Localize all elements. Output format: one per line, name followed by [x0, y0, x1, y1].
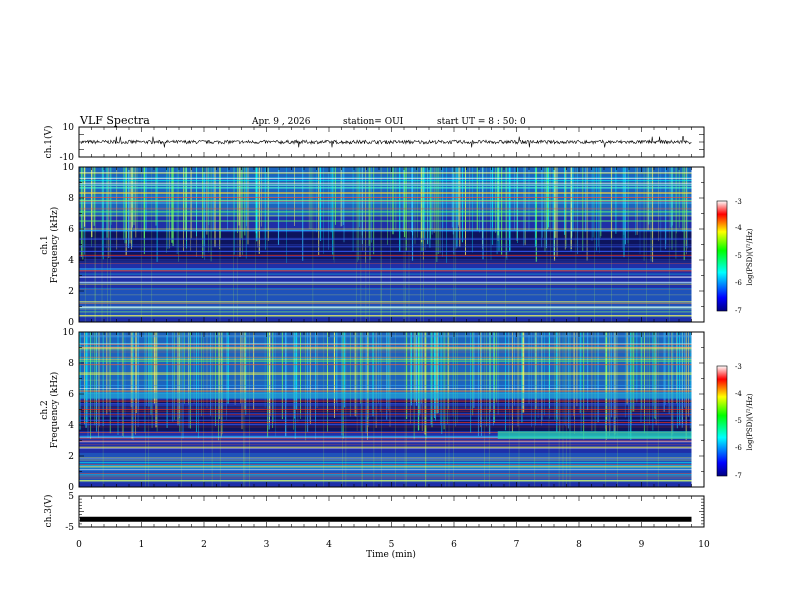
ch3-waveform-ticks: [78, 495, 705, 528]
frequency-tick-label: 2: [68, 452, 74, 462]
time-tick-label: 9: [639, 540, 645, 550]
ch1-waveform-ticks: [78, 126, 705, 158]
ch1-spectrogram-ticks: [78, 166, 705, 323]
frequency-tick-label: 6: [68, 390, 74, 400]
ch2-colorbar-gradient: [716, 365, 728, 477]
time-tick-label: 0: [76, 540, 82, 550]
spectrogram-band: [79, 452, 692, 483]
ch3-ytick-label: 5: [68, 492, 74, 502]
ch1-colorbar-tick: -3: [735, 198, 742, 206]
ch2-colorbar-tick: -3: [735, 363, 742, 371]
frequency-tick-label: 2: [68, 287, 74, 297]
start-time-label: start UT = 8 : 50: 0: [437, 117, 526, 127]
ch1-spectrogram-panel: 0 2 4 6 8 10 ch.1 Frequency (kHz) -3 -4 -5 -6…: [40, 163, 754, 328]
spectrogram-band: [79, 392, 692, 399]
ch1-colorbar-tick: -6: [735, 279, 742, 287]
frequency-tick-label: 4: [68, 421, 74, 431]
station-label: station= OUI: [343, 117, 404, 127]
ch1-waveform-line: [80, 136, 692, 148]
ch2-spectrogram-image: [79, 332, 704, 487]
date-label: Apr. 9 , 2026: [251, 117, 311, 127]
ch1-waveform-trace: [80, 136, 692, 148]
time-tick-label: 7: [514, 540, 520, 550]
ch1-spectrogram-ytick-labels: 0 2 4 6 8 10: [63, 163, 75, 328]
ch2-spectrogram-panel: 0 2 4 6 8 10 ch.2 Frequency (kHz) -3 -4 -5 -6…: [40, 328, 754, 493]
frequency-tick-label: 10: [63, 328, 75, 338]
time-tick-label: 5: [389, 540, 395, 550]
ch1-channel-label: ch.1: [40, 235, 50, 254]
frequency-tick-label: 6: [68, 225, 74, 235]
time-axis-tick-labels: 0 1 2 3 4 5 6 7 8 9 10: [76, 540, 710, 550]
ch2-spectrogram-ytick-labels: 0 2 4 6 8 10: [63, 328, 75, 493]
ch1-colorbar-tick: -5: [735, 252, 742, 260]
ch2-spectrogram-ticks: [78, 331, 705, 488]
ch2-colorbar: -3 -4 -5 -6 -7 log(PSD)(V²/Hz): [716, 363, 754, 480]
ch1-ytick-label: -10: [60, 153, 75, 163]
ch3-waveform-ylabel: ch.3(V): [43, 495, 54, 528]
ch2-colorbar-tick: -7: [735, 472, 742, 480]
time-tick-label: 4: [326, 540, 332, 550]
ch1-waveform-panel: 10 -10 ch.1(V): [43, 123, 705, 163]
spectrogram-band: [79, 332, 692, 394]
ch3-waveform-trace: [80, 516, 692, 522]
ch3-ytick-label: -5: [65, 523, 74, 533]
spectrogram-band: [79, 232, 692, 264]
time-tick-label: 2: [201, 540, 207, 550]
time-tick-label: 10: [698, 540, 710, 550]
frequency-tick-label: 4: [68, 256, 74, 266]
frequency-tick-label: 8: [68, 359, 74, 369]
time-tick-label: 1: [139, 540, 145, 550]
spectrogram-no-data: [691, 167, 704, 322]
ch1-colorbar-label: log(PSD)(V²/Hz): [746, 228, 754, 285]
figure-header: VLF Spectra Apr. 9 , 2026 station= OUI s…: [79, 114, 526, 127]
ch1-colorbar-gradient: [716, 200, 728, 312]
time-tick-label: 8: [576, 540, 582, 550]
spectrogram-no-data: [691, 332, 704, 487]
spectrogram-band: [497, 431, 692, 439]
time-tick-label: 6: [451, 540, 457, 550]
ch1-spectrogram-image: [79, 167, 704, 322]
frequency-tick-label: 0: [68, 318, 74, 328]
ch2-colorbar-tick: -5: [735, 417, 742, 425]
time-axis: 0 1 2 3 4 5 6 7 8 9 10 Time (min): [76, 540, 710, 560]
ch3-waveform-line: [80, 516, 692, 522]
ch1-colorbar-tick: -4: [735, 224, 742, 232]
ch2-colorbar-tick: -4: [735, 390, 742, 398]
frequency-tick-label: 8: [68, 194, 74, 204]
ch1-colorbar: -3 -4 -5 -6 -7 log(PSD)(V²/Hz): [716, 198, 754, 315]
ch2-frequency-ylabel: Frequency (kHz): [49, 372, 60, 449]
ch1-ytick-label: 10: [63, 123, 75, 133]
figure-title: VLF Spectra: [79, 114, 150, 127]
ch1-colorbar-tick: -7: [735, 307, 742, 315]
ch1-frequency-ylabel: Frequency (kHz): [49, 207, 60, 284]
time-axis-label: Time (min): [366, 549, 416, 560]
ch1-waveform-ylabel: ch.1(V): [43, 126, 54, 159]
frequency-tick-label: 10: [63, 163, 75, 173]
time-tick-label: 3: [264, 540, 270, 550]
ch2-colorbar-tick: -6: [735, 444, 742, 452]
frequency-tick-label: 0: [68, 483, 74, 493]
spectrogram-band: [79, 287, 692, 318]
ch2-channel-label: ch.2: [40, 400, 50, 419]
ch2-colorbar-label: log(PSD)(V²/Hz): [746, 393, 754, 450]
ch3-waveform-panel: 5 -5 ch.3(V): [43, 492, 705, 533]
